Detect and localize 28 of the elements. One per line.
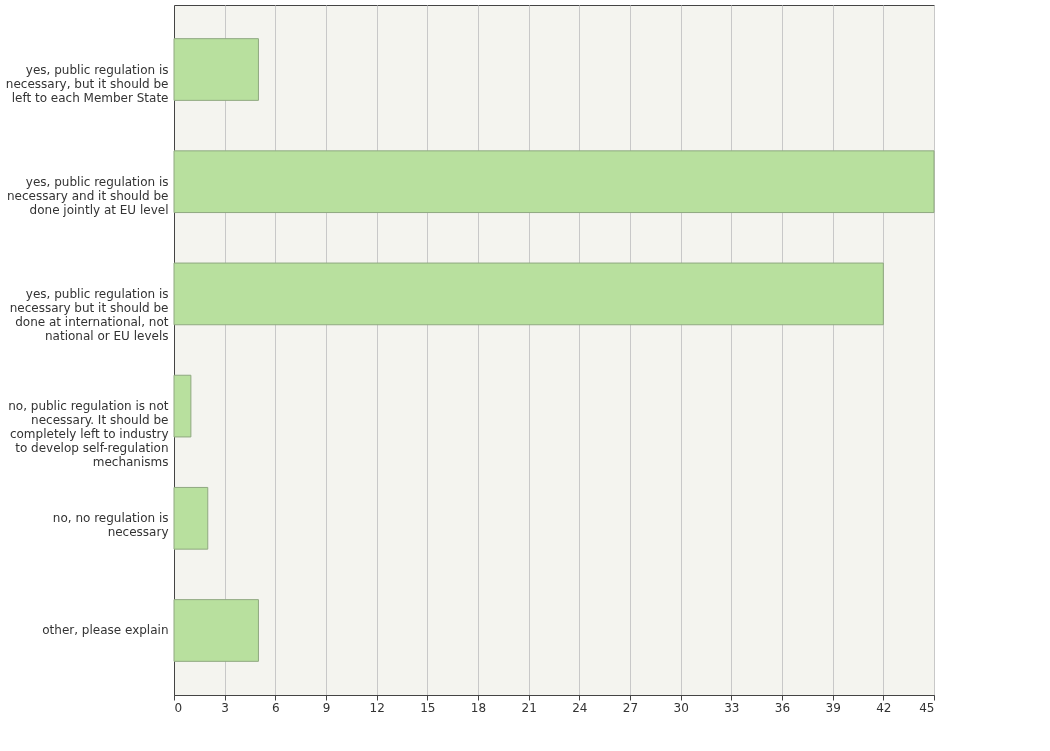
x-tick-label: 6: [272, 700, 280, 715]
bar: [173, 262, 884, 326]
x-tick-label: 27: [622, 700, 639, 715]
x-tick-label: 18: [470, 700, 487, 715]
x-tick-label: 39: [825, 700, 841, 715]
x-tick-label: 33: [724, 700, 740, 715]
bar: [173, 38, 259, 101]
x-tick-label: 45: [919, 700, 935, 715]
x-tick-label: 30: [673, 700, 689, 715]
x-tick-label: 0: [174, 700, 183, 715]
y-tick-label: no, no regulation is necessary: [52, 511, 169, 540]
x-tick-label: 15: [420, 700, 436, 715]
bar: [173, 150, 935, 214]
bar: [173, 486, 209, 550]
y-tick-label: yes, public regulation is necessary and it should be done jointly at EU level: [7, 174, 169, 217]
x-tick-label: 12: [369, 700, 385, 715]
x-tick-label: 21: [521, 700, 537, 715]
x-tick-label: 36: [774, 700, 791, 715]
y-tick-label: other, please explain: [42, 623, 169, 638]
y-tick-label: yes, public regulation is necessary but it should be done at international, not national or EU levels: [9, 286, 169, 343]
x-tick-label: 9: [322, 700, 331, 715]
y-tick-label: no, public regulation is not necessary. It should be completely left to industry to develop self-regulation mechanisms: [8, 399, 169, 470]
bar: [173, 374, 192, 438]
bar: [173, 599, 259, 662]
y-tick-label: yes, public regulation is necessary, but it should be left to each Member State: [5, 62, 169, 105]
x-tick-label: 24: [572, 700, 588, 715]
x-tick-label: 3: [221, 700, 229, 715]
x-tick-label: 42: [876, 700, 892, 715]
